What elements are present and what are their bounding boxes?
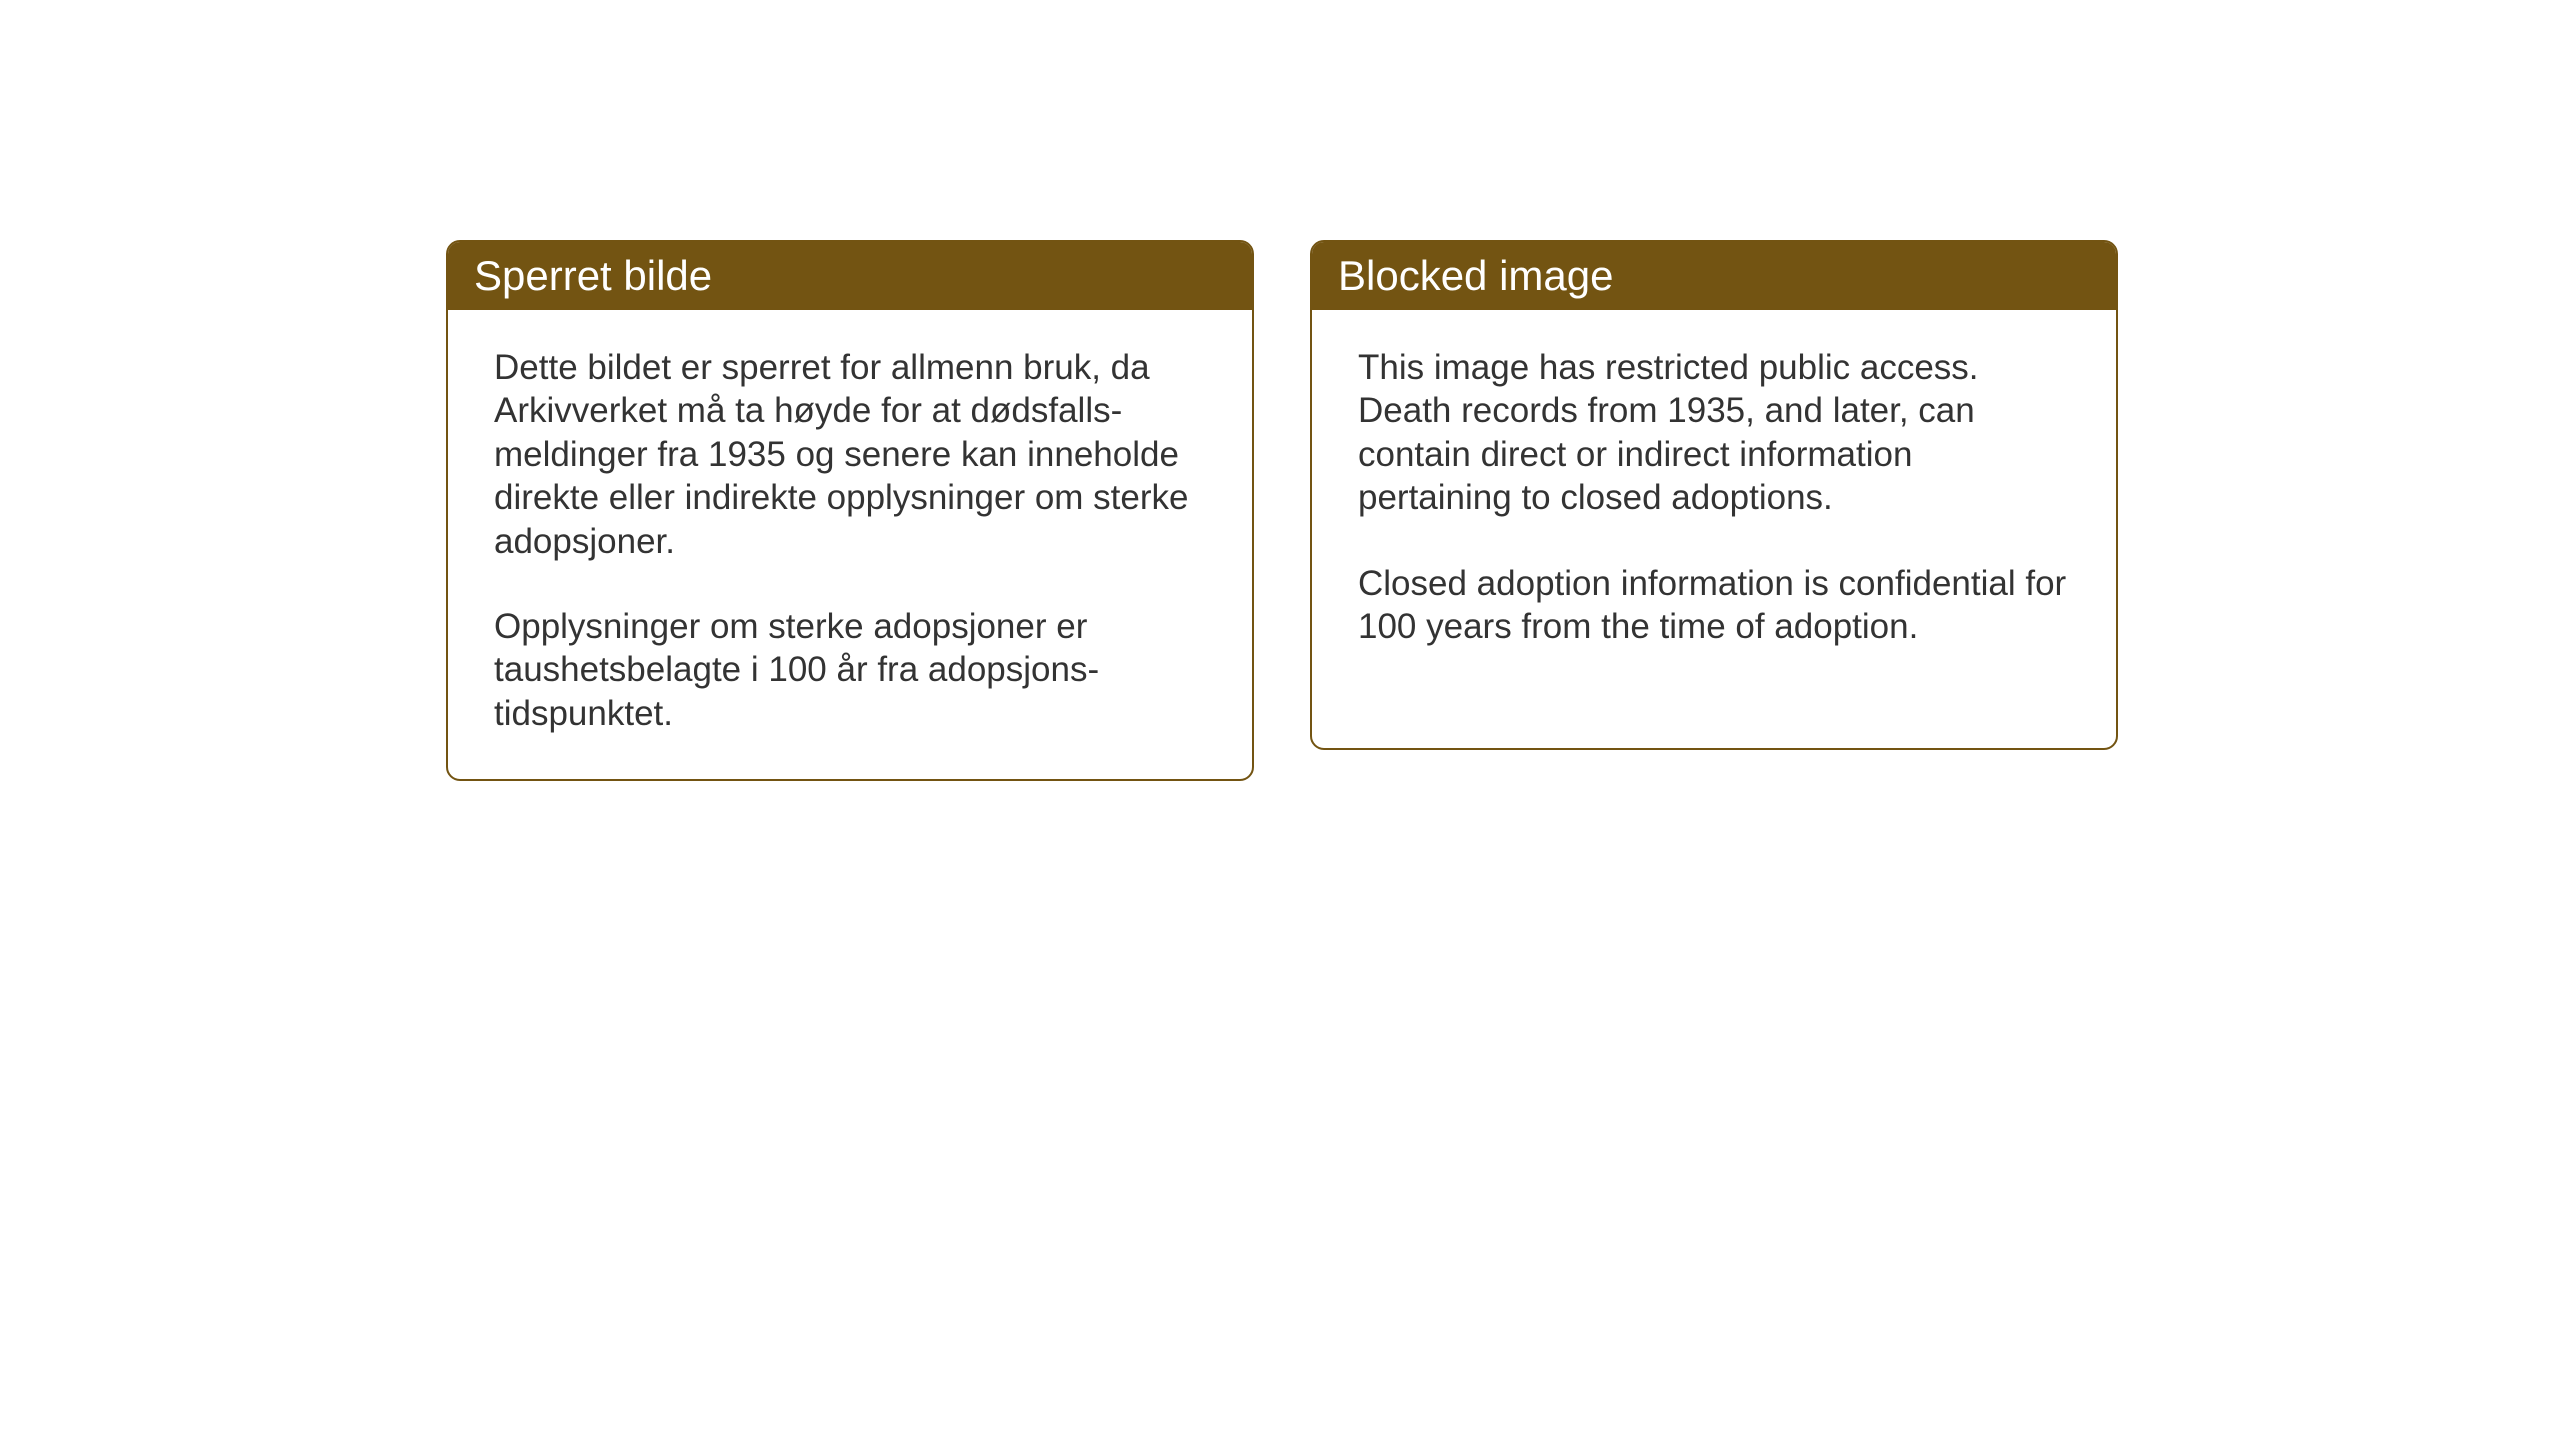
cards-container: Sperret bilde Dette bildet er sperret fo… xyxy=(446,240,2118,781)
card-english-header: Blocked image xyxy=(1312,242,2116,310)
card-english-paragraph-2: Closed adoption information is confident… xyxy=(1358,562,2070,649)
card-norwegian: Sperret bilde Dette bildet er sperret fo… xyxy=(446,240,1254,781)
card-norwegian-header: Sperret bilde xyxy=(448,242,1252,310)
card-norwegian-paragraph-1: Dette bildet er sperret for allmenn bruk… xyxy=(494,346,1206,563)
card-norwegian-paragraph-2: Opplysninger om sterke adopsjoner er tau… xyxy=(494,605,1206,735)
card-english: Blocked image This image has restricted … xyxy=(1310,240,2118,750)
card-english-body: This image has restricted public access.… xyxy=(1312,310,2116,692)
card-english-paragraph-1: This image has restricted public access.… xyxy=(1358,346,2070,520)
card-norwegian-body: Dette bildet er sperret for allmenn bruk… xyxy=(448,310,1252,779)
